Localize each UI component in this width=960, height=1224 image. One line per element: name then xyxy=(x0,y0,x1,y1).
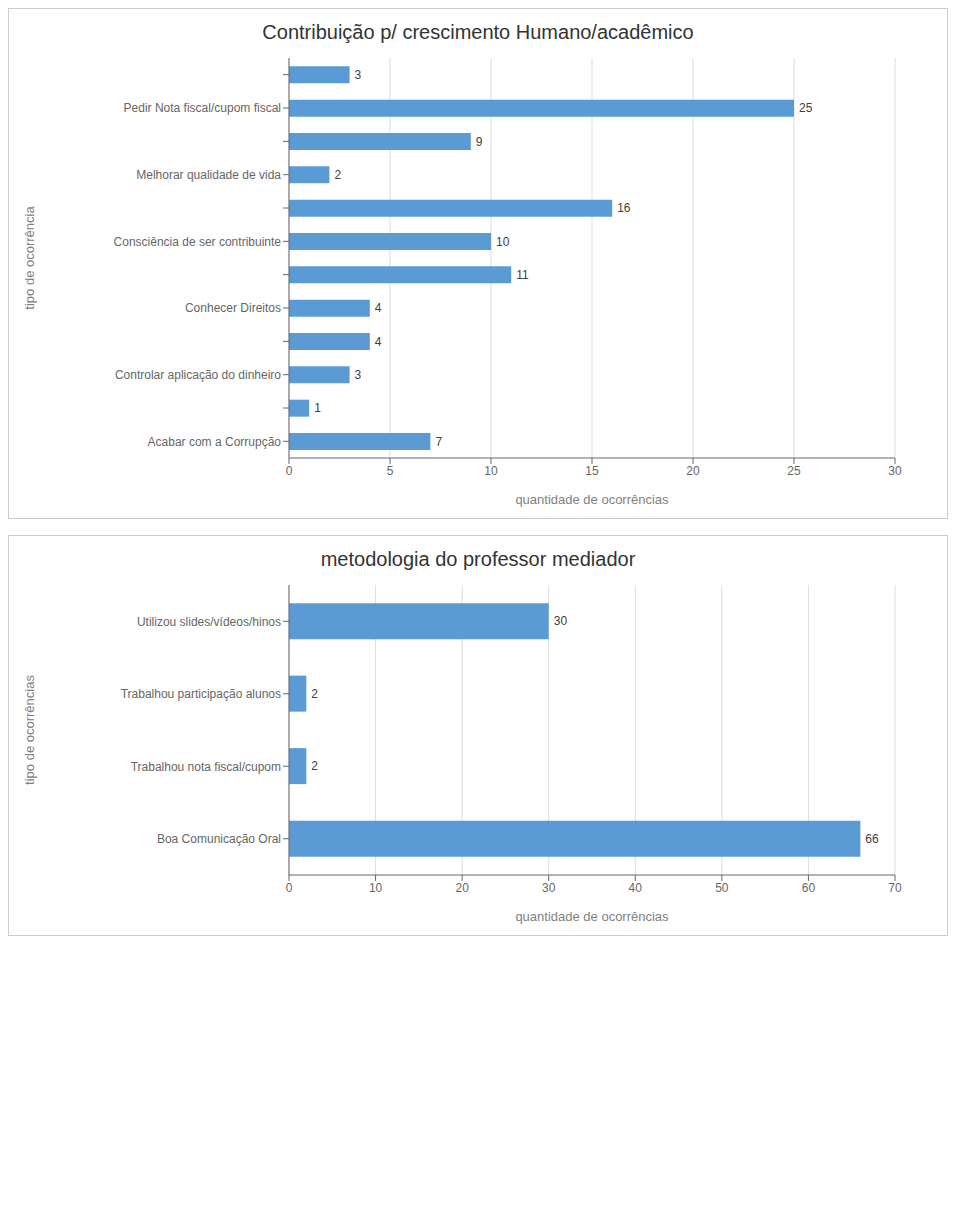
svg-text:5: 5 xyxy=(387,464,394,478)
svg-text:tipo de ocorrência: tipo de ocorrência xyxy=(22,206,37,310)
svg-text:7: 7 xyxy=(435,435,442,449)
svg-text:10: 10 xyxy=(484,464,498,478)
svg-text:Pedir Nota fiscal/cupom fiscal: Pedir Nota fiscal/cupom fiscal xyxy=(124,101,281,115)
svg-text:4: 4 xyxy=(375,301,382,315)
svg-text:1: 1 xyxy=(314,401,321,415)
svg-text:tipo de ocorrências: tipo de ocorrências xyxy=(22,675,37,785)
svg-text:70: 70 xyxy=(888,881,902,895)
svg-text:Acabar com a Corrupção: Acabar com a Corrupção xyxy=(148,435,282,449)
svg-text:Utilizou slides/vídeos/hinos: Utilizou slides/vídeos/hinos xyxy=(137,615,281,629)
svg-text:15: 15 xyxy=(585,464,599,478)
svg-text:9: 9 xyxy=(476,135,483,149)
svg-text:2: 2 xyxy=(311,759,318,773)
svg-text:30: 30 xyxy=(554,614,568,628)
svg-text:0: 0 xyxy=(286,881,293,895)
svg-text:quantidade de ocorrências: quantidade de ocorrências xyxy=(515,492,669,507)
svg-text:25: 25 xyxy=(787,464,801,478)
svg-text:20: 20 xyxy=(686,464,700,478)
svg-text:0: 0 xyxy=(286,464,293,478)
svg-text:66: 66 xyxy=(865,832,879,846)
svg-text:2: 2 xyxy=(334,168,341,182)
svg-text:4: 4 xyxy=(375,335,382,349)
svg-text:20: 20 xyxy=(455,881,469,895)
svg-text:50: 50 xyxy=(715,881,729,895)
svg-text:Trabalhou participação alunos: Trabalhou participação alunos xyxy=(121,687,281,701)
svg-text:3: 3 xyxy=(355,68,362,82)
svg-text:Boa Comunicação Oral: Boa Comunicação Oral xyxy=(157,832,281,846)
svg-text:Controlar aplicação do dinheir: Controlar aplicação do dinheiro xyxy=(115,368,281,382)
svg-text:11: 11 xyxy=(516,268,529,282)
svg-text:16: 16 xyxy=(617,201,631,215)
html-text:Contribuição p/ crescimento Hu: Contribuição p/ crescimento Humano/acadê… xyxy=(262,21,694,43)
html-text:metodologia do professor media: metodologia do professor mediador xyxy=(320,548,636,570)
svg-text:30: 30 xyxy=(542,881,556,895)
svg-text:60: 60 xyxy=(802,881,816,895)
svg-text:Conhecer Direitos: Conhecer Direitos xyxy=(185,301,281,315)
svg-text:25: 25 xyxy=(799,101,813,115)
svg-text:2: 2 xyxy=(311,687,318,701)
svg-text:40: 40 xyxy=(629,881,643,895)
svg-text:30: 30 xyxy=(888,464,902,478)
svg-text:3: 3 xyxy=(355,368,362,382)
svg-text:Trabalhou nota fiscal/cupom: Trabalhou nota fiscal/cupom xyxy=(131,760,281,774)
svg-text:Melhorar qualidade de vida: Melhorar qualidade de vida xyxy=(136,168,281,182)
svg-text:10: 10 xyxy=(369,881,383,895)
svg-text:Consciência de ser contribuint: Consciência de ser contribuinte xyxy=(114,235,282,249)
svg-text:quantidade de ocorrências: quantidade de ocorrências xyxy=(515,909,669,924)
svg-text:10: 10 xyxy=(496,235,510,249)
